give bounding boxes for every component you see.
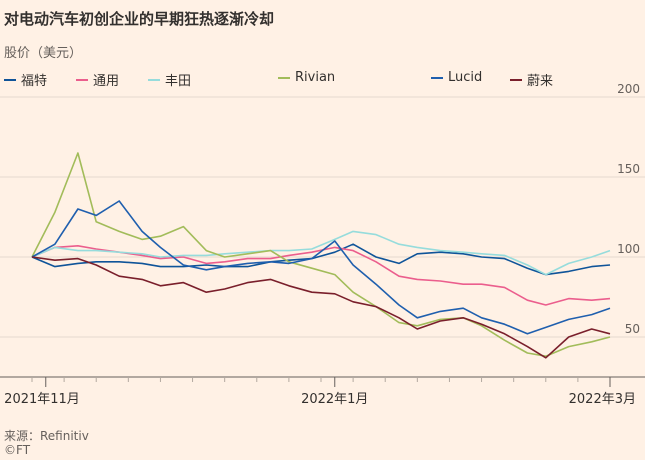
legend-item-1: 通用 [76,70,119,89]
x-tick-label-2: 2022年3月 [569,392,636,407]
series-line-0 [31,243,611,276]
y-tick-label-200: 200 [617,82,640,96]
legend-swatch [510,78,522,81]
legend-swatch [4,78,16,81]
copyright: ©FT [4,443,31,457]
x-tick-label-1: 2022年1月 [301,392,368,407]
source-note: 来源：Refinitiv [4,429,89,443]
legend-item-5: 蔚来 [510,70,553,89]
legend-label: 福特 [21,74,48,89]
series-line-2 [31,230,611,276]
legend-item-3: Rivian [278,70,335,85]
legend-item-0: 福特 [4,70,47,89]
legend-swatch [431,76,443,79]
legend-item-2: 丰田 [148,70,191,89]
legend-swatch [278,76,290,79]
y-tick-label-150: 150 [617,162,640,176]
legend: 福特 通用 丰田 Rivian Lucid 蔚来 [0,70,645,90]
legend-label: Rivian [295,70,336,85]
series-line-3 [31,152,611,358]
y-tick-label-100: 100 [617,242,640,256]
legend-label: 丰田 [165,74,192,89]
y-axis-label: 股价（美元） [4,46,83,61]
legend-item-4: Lucid [431,70,482,85]
series-line-5 [31,256,611,359]
legend-label: Lucid [448,70,483,85]
legend-swatch [148,78,160,81]
legend-swatch [76,78,88,81]
chart-title: 对电动汽车初创企业的早期狂热逐渐冷却 [4,10,275,28]
legend-label: 蔚来 [527,74,554,89]
series-line-4 [31,200,611,335]
legend-label: 通用 [93,74,120,89]
x-tick-label-0: 2021年11月 [4,392,80,407]
y-tick-label-50: 50 [625,322,640,336]
